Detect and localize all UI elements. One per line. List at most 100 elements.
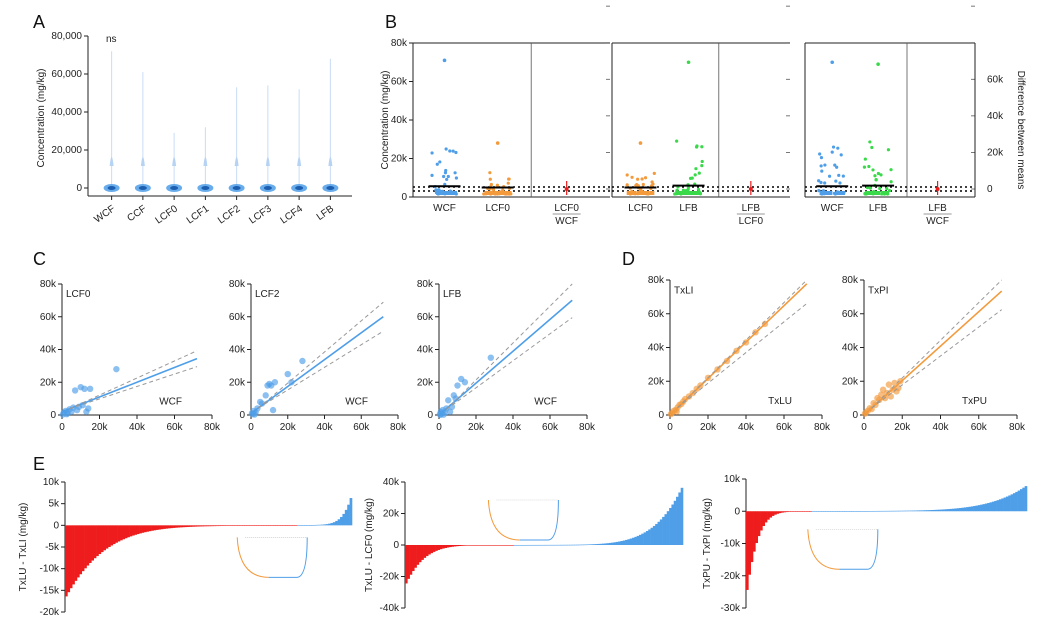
- subplot-label: TxPI: [868, 286, 889, 297]
- data-point-base: [440, 191, 445, 195]
- data-point: [643, 176, 648, 180]
- inset-curve-left: [487, 499, 520, 541]
- data-point-base: [820, 191, 825, 195]
- scatter-point: [258, 400, 266, 407]
- waterfall-bar: [604, 543, 607, 545]
- waterfall-bar: [996, 500, 1000, 512]
- y-axis-label: Concentration (mg/kg): [380, 71, 391, 170]
- waterfall-bar: [788, 511, 791, 512]
- y-tick-label: -10k: [721, 539, 741, 550]
- y-tick-label: 0: [50, 410, 56, 421]
- data-point: [489, 182, 494, 187]
- waterfall-bar: [627, 539, 631, 545]
- waterfall-bar: [196, 525, 200, 527]
- waterfall-bar: [186, 525, 190, 527]
- y-tick-label: -40k: [380, 603, 400, 614]
- waterfall-bar: [567, 544, 570, 546]
- panel-letter-b: B: [385, 12, 397, 32]
- annotation-ns: ns: [106, 34, 117, 45]
- waterfall-bar: [493, 545, 496, 546]
- waterfall-bar: [112, 525, 116, 545]
- waterfall-bar: [905, 510, 908, 512]
- waterfall-bar: [479, 545, 482, 546]
- scatter-point: [891, 379, 898, 387]
- waterfall-bar: [165, 525, 169, 529]
- waterfall-bar: [947, 509, 951, 512]
- x-tick-label: 80k: [390, 422, 407, 433]
- scatter-point: [299, 357, 306, 365]
- waterfall-bar: [1005, 496, 1009, 512]
- waterfall-bar: [601, 543, 605, 545]
- waterfall-bar: [143, 525, 147, 533]
- data-point: [434, 188, 438, 192]
- waterfall-bar: [320, 524, 324, 526]
- waterfall-bar: [208, 525, 212, 527]
- confidence-band: [446, 317, 573, 410]
- y-axis-label: Concentration (mg/kg): [36, 69, 47, 168]
- data-point-base: [501, 191, 506, 195]
- diff-label-top: LFB: [928, 203, 947, 214]
- data-point: [863, 157, 867, 161]
- waterfall-bar: [975, 505, 979, 512]
- data-point: [885, 186, 889, 191]
- waterfall-bar: [1019, 489, 1023, 512]
- violin-median: [107, 186, 116, 190]
- data-point-max: [830, 60, 834, 65]
- group-label: LCF0: [628, 203, 653, 214]
- x-tick-label: 40k: [505, 422, 522, 433]
- data-point: [650, 180, 654, 184]
- waterfall-bar: [562, 544, 566, 546]
- waterfall-bar: [643, 532, 647, 545]
- waterfall-bar: [680, 487, 684, 545]
- waterfall-bar: [895, 510, 899, 512]
- waterfall-bar: [453, 545, 457, 547]
- waterfall-bar: [122, 525, 126, 540]
- data-point: [675, 139, 679, 143]
- data-point: [879, 173, 883, 177]
- waterfall-bar: [344, 509, 348, 526]
- regression-line: [438, 299, 573, 416]
- data-point: [868, 186, 873, 190]
- waterfall-bar: [131, 525, 135, 536]
- y-tick-label: 80,000: [51, 31, 82, 42]
- waterfall-bar: [449, 545, 452, 548]
- confidence-band: [258, 330, 384, 409]
- waterfall-bar: [325, 524, 329, 526]
- inset-curve-left: [807, 529, 840, 570]
- waterfall-bar: [977, 505, 981, 512]
- x-tick-label: WCF: [92, 203, 117, 225]
- waterfall-bar: [182, 525, 185, 528]
- waterfall-bar: [557, 544, 561, 546]
- waterfall-bar: [509, 545, 512, 546]
- waterfall-bar: [785, 511, 789, 513]
- waterfall-bar: [179, 525, 183, 528]
- data-point: [636, 177, 640, 181]
- waterfall-bar: [340, 516, 343, 526]
- waterfall-bar: [532, 544, 536, 546]
- subplot-label: LCF0: [66, 289, 91, 300]
- waterfall-bar: [594, 544, 598, 545]
- x-tick-label: 0: [59, 422, 65, 433]
- waterfall-bar: [914, 510, 918, 512]
- x-tick-label: 80k: [579, 422, 596, 433]
- violin-upper: [203, 157, 208, 166]
- violin-upper: [265, 157, 270, 166]
- waterfall-bar: [916, 510, 920, 512]
- waterfall-bar: [103, 525, 106, 551]
- waterfall-bar: [220, 525, 224, 526]
- scatter-point: [284, 370, 291, 378]
- waterfall-bar: [659, 519, 663, 545]
- x-tick-label: 40k: [932, 422, 949, 433]
- waterfall-bar: [673, 500, 677, 545]
- x-tick-label: 20k: [894, 422, 911, 433]
- y-axis-label: TxPU - TxPI (mg/kg): [702, 498, 713, 589]
- waterfall-bar: [564, 544, 568, 546]
- data-point: [865, 185, 870, 190]
- waterfall-bar: [170, 525, 173, 529]
- waterfall-bar: [414, 545, 417, 568]
- waterfall-bar: [666, 511, 670, 545]
- waterfall-bar: [991, 501, 995, 512]
- waterfall-bar: [232, 525, 236, 526]
- data-point-base: [880, 191, 885, 195]
- waterfall-bar: [332, 522, 336, 526]
